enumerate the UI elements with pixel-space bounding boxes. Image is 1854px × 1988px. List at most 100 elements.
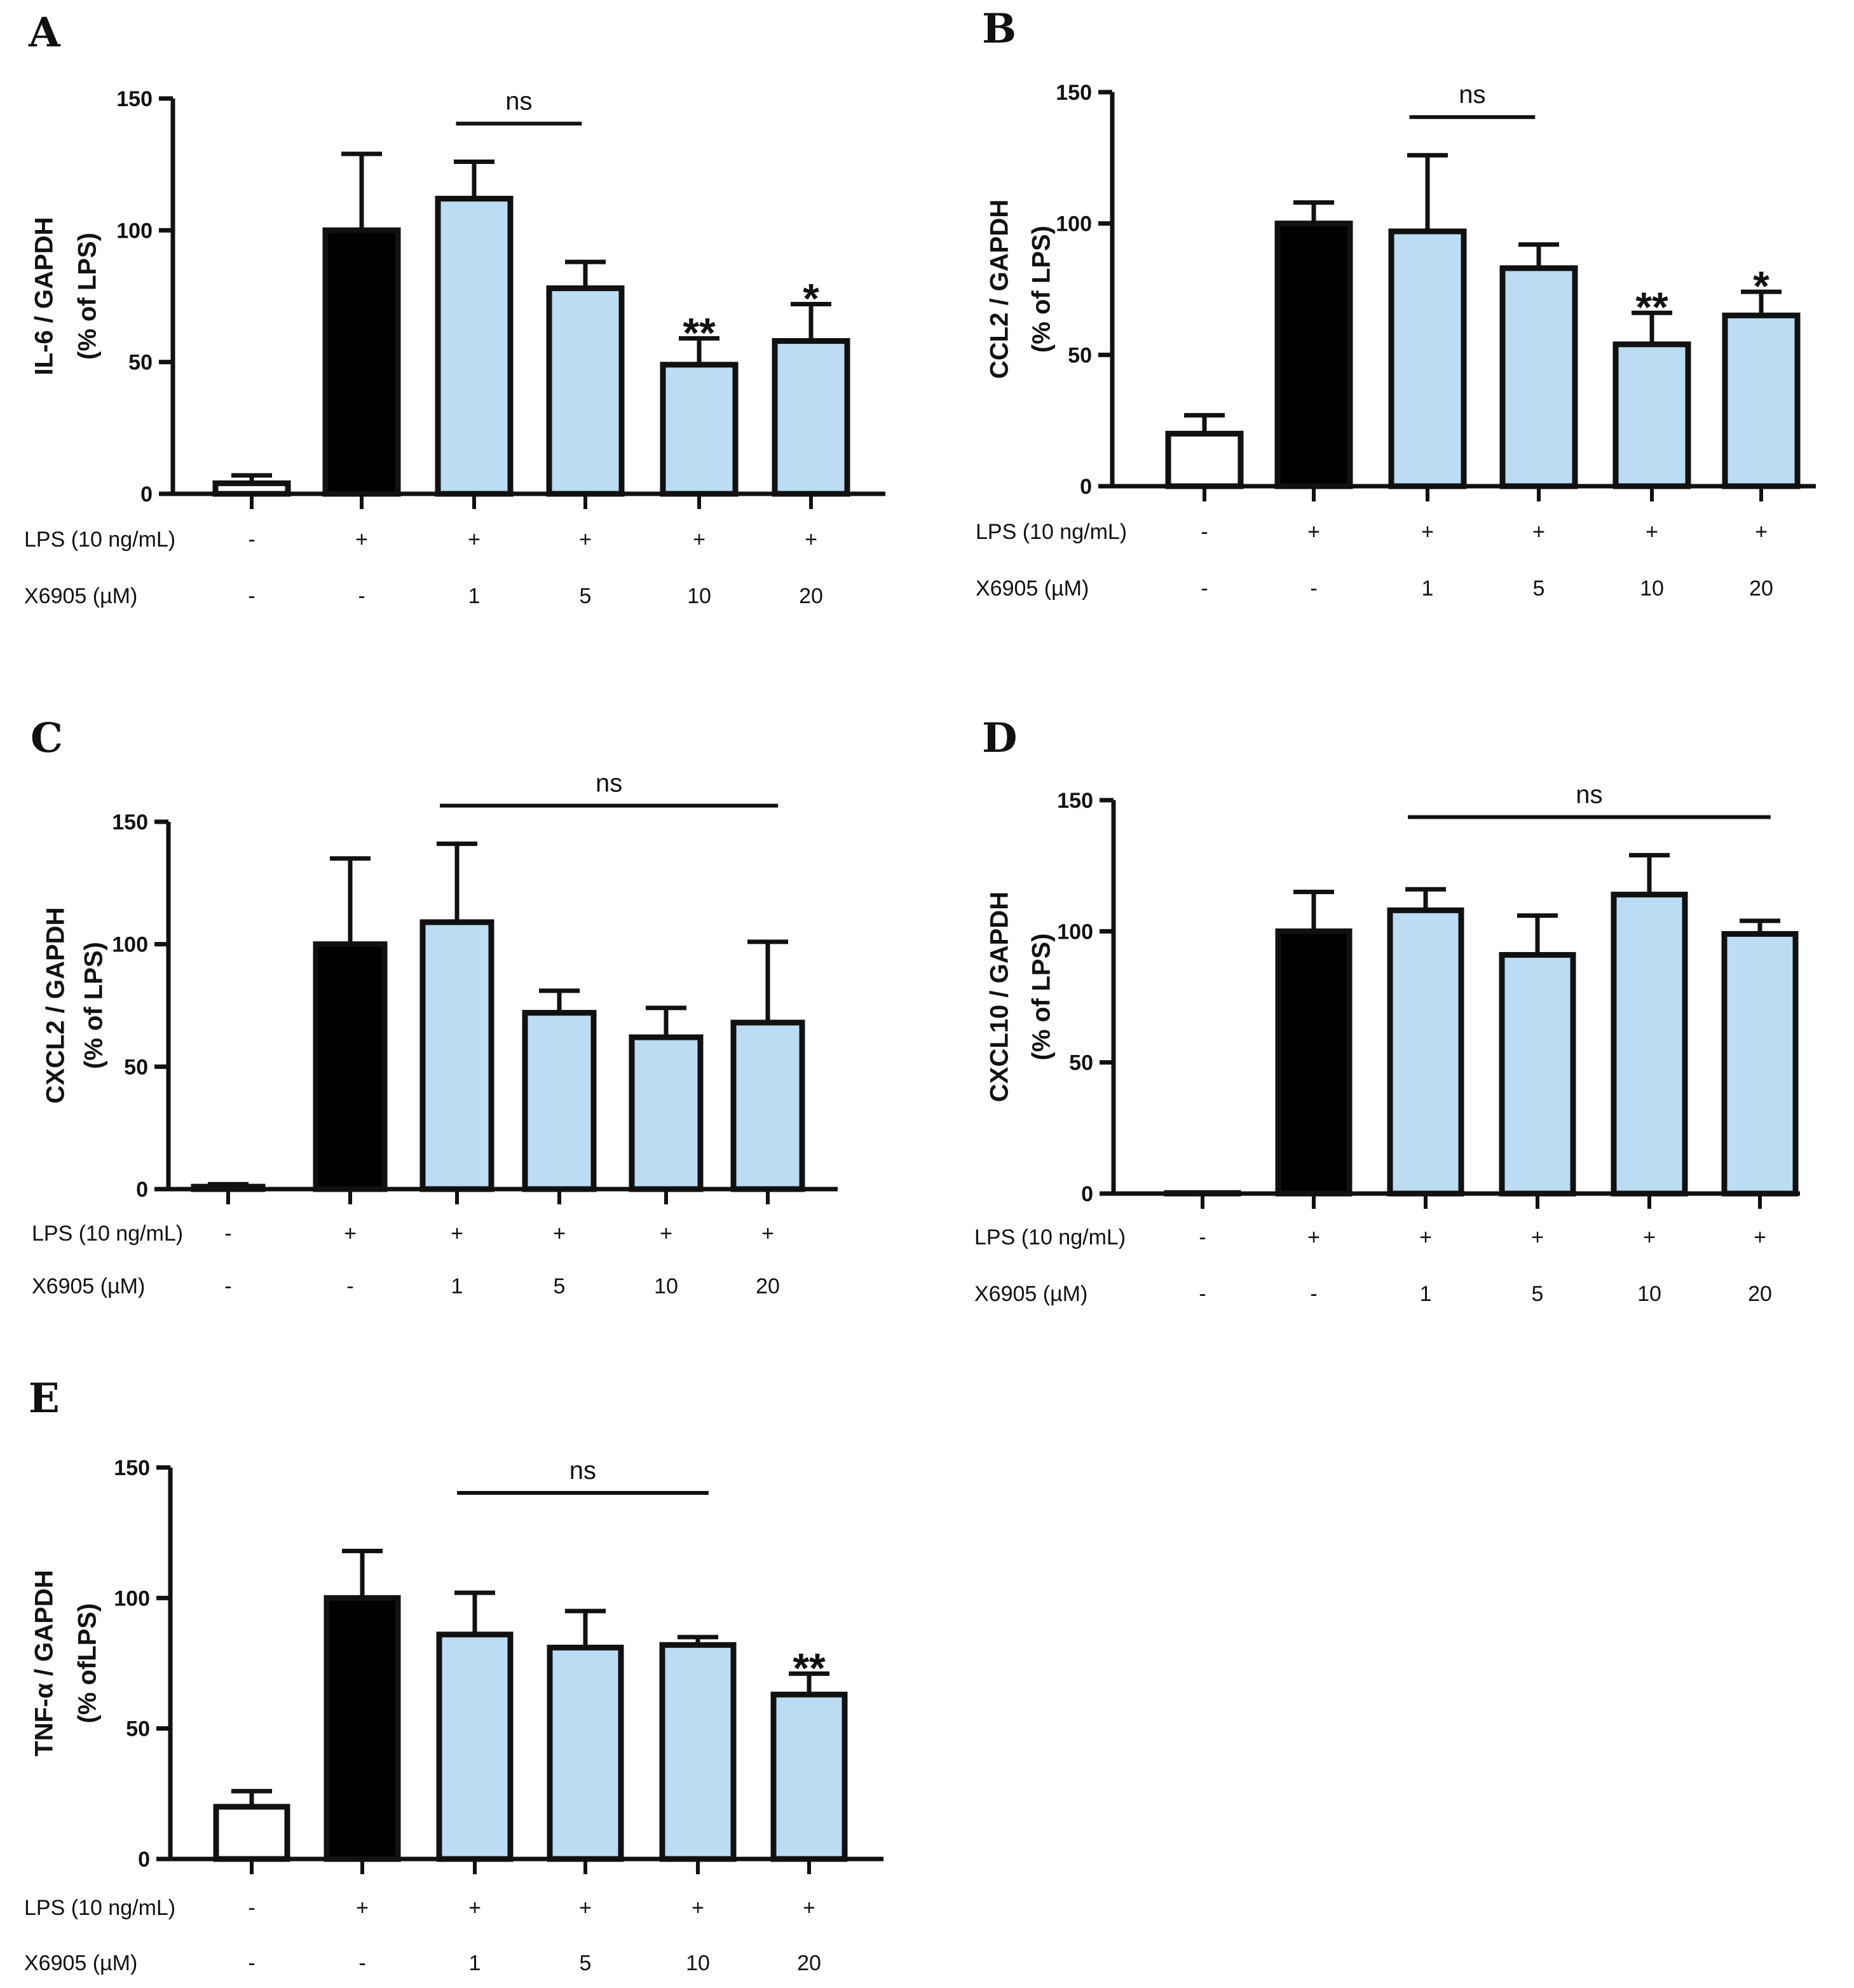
x6905-value: 20 [1749,576,1773,601]
lps-row-label: LPS (10 ng/mL) [32,1222,183,1246]
x6905-value: 5 [554,1274,566,1298]
lps-value: + [1419,1225,1432,1249]
x6905-value: 1 [1420,1282,1432,1306]
x6905-value: - [248,1951,255,1975]
x6905-value: - [358,584,365,608]
significance-star: ** [683,309,716,356]
significance-label: ns [505,88,532,116]
lps-value: + [1754,1225,1766,1249]
y-tick-label: 150 [1057,789,1093,813]
lps-value: + [579,528,592,552]
x6905-value: - [1199,1282,1206,1306]
lps-value: - [248,528,255,552]
bar [212,480,291,497]
lps-value: - [248,1896,255,1920]
x6905-row-label: X6905 (µM) [976,576,1089,601]
bar [660,362,739,497]
x6905-value: - [358,1951,365,1975]
lps-value: + [1421,520,1434,544]
significance-star: * [803,275,819,322]
y-axis-label: CXCL10 / GAPDH [986,892,1014,1102]
bar [191,1183,266,1192]
lps-value: + [1755,520,1768,544]
panel-a: A 0 50 100 150 IL-6 / GAPDH (% of LPS) - - + - +1 +5… [24,9,885,608]
y-axis-label: CCL2 / GAPDH [986,200,1014,379]
x6905-value: - [1310,1282,1317,1306]
y-tick-label: 100 [1057,920,1093,944]
lps-value: + [1643,1225,1656,1249]
lps-value: + [660,1222,672,1246]
lps-value: + [468,528,481,552]
y-axis-label-units: (% of LPS) [1028,226,1056,353]
panel-letter: A [28,9,61,57]
x6905-value: - [1310,576,1317,601]
panel-letter: C [31,714,63,762]
y-axis-label-units: (% of LPS) [80,942,108,1069]
y-tick-label: 100 [112,933,148,957]
y-tick-label: 100 [116,219,153,243]
bar [435,196,514,497]
x6905-value: 10 [686,1951,710,1975]
bar [730,1019,805,1192]
lps-value: - [1201,520,1208,544]
bar [313,941,388,1192]
bar [213,1804,290,1862]
panel-b: B 0 50 100 150 CCL2 / GAPDH (% of LPS) - - + - +1 +5… [976,5,1816,601]
lps-row-label: LPS (10 ng/mL) [24,1896,175,1920]
x6905-row-label: X6905 (µM) [32,1274,145,1298]
significance-label: ns [569,1457,596,1485]
x6905-value: 1 [1422,576,1434,601]
x6905-value: 20 [797,1951,821,1975]
lps-value: + [1307,520,1320,544]
x6905-value: 20 [1748,1282,1772,1306]
bar [324,1595,401,1862]
y-tick-label: 50 [1068,343,1092,367]
panel-letter: D [982,714,1018,762]
lps-value: + [1531,1225,1544,1249]
x6905-value: 10 [1640,576,1664,601]
x6905-value: 10 [654,1274,678,1298]
bar [659,1642,737,1862]
panel-c: C 0 50 100 150 CXCL2 / GAPDH (% of LPS) - - + - +1 +… [31,714,838,1298]
x6905-value: - [346,1274,353,1298]
significance-star: ** [1635,283,1668,330]
y-tick-label: 150 [114,1456,150,1480]
bar [1611,892,1688,1197]
y-tick-label: 100 [114,1586,150,1610]
y-axis-label-units: (% of LPS) [74,233,102,360]
bar [1388,228,1467,489]
bar [547,1644,624,1862]
x6905-value: - [1201,576,1208,601]
y-tick-label: 50 [128,351,153,375]
lps-value: + [1532,520,1545,544]
lps-value: + [356,1896,369,1920]
lps-row-label: LPS (10 ng/mL) [974,1225,1126,1249]
x6905-value: 20 [799,584,823,608]
bar [522,1010,597,1192]
lps-value: + [692,1896,704,1920]
y-tick-label: 0 [140,482,153,507]
y-tick-label: 0 [1081,1182,1093,1206]
bar [1612,341,1691,489]
bar [770,1691,848,1862]
x6905-value: 1 [468,584,481,608]
lps-value: + [1646,520,1658,544]
x6905-value: 10 [687,584,711,608]
panel-d: D 0 50 100 150 CXCL10 / GAPDH (% of LPS) - - + - +1… [974,714,1800,1306]
x6905-value: 5 [1532,1282,1544,1306]
y-axis-label: IL-6 / GAPDH [31,217,58,376]
y-tick-label: 150 [1056,81,1092,105]
bar [1165,430,1244,489]
y-axis-label-units: (% ofLPS) [74,1603,102,1724]
y-tick-label: 0 [1080,475,1092,499]
x6905-row-label: X6905 (µM) [24,584,137,608]
significance-star: ** [793,1644,826,1691]
y-tick-label: 150 [116,87,153,111]
x6905-row-label: X6905 (µM) [24,1951,137,1975]
x6905-value: - [224,1274,231,1298]
lps-value: + [761,1222,774,1246]
x6905-value: 1 [469,1951,481,1975]
significance-label: ns [596,770,622,798]
bar [772,337,850,497]
